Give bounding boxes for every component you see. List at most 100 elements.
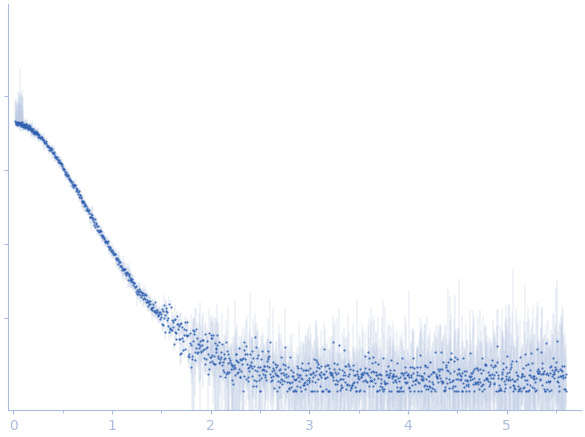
Point bbox=[505, 383, 514, 390]
Point bbox=[525, 372, 535, 379]
Point bbox=[354, 388, 363, 395]
Point bbox=[124, 272, 133, 279]
Point bbox=[250, 334, 260, 341]
Point bbox=[77, 198, 87, 205]
Point bbox=[353, 373, 363, 380]
Point bbox=[176, 335, 185, 342]
Point bbox=[290, 377, 300, 384]
Point bbox=[104, 243, 113, 250]
Point bbox=[415, 371, 424, 378]
Point bbox=[494, 381, 504, 388]
Point bbox=[302, 371, 311, 378]
Point bbox=[338, 367, 347, 374]
Point bbox=[356, 374, 366, 381]
Point bbox=[533, 369, 542, 376]
Point bbox=[99, 234, 109, 241]
Point bbox=[346, 366, 355, 373]
Point bbox=[426, 383, 435, 390]
Point bbox=[522, 381, 532, 388]
Point bbox=[35, 134, 44, 141]
Point bbox=[20, 124, 29, 131]
Point bbox=[157, 320, 167, 327]
Point bbox=[331, 371, 340, 378]
Point bbox=[390, 377, 400, 384]
Point bbox=[329, 365, 339, 372]
Point bbox=[210, 361, 219, 368]
Point bbox=[303, 367, 312, 374]
Point bbox=[298, 376, 307, 383]
Point bbox=[261, 376, 271, 383]
Point bbox=[555, 372, 565, 379]
Point bbox=[26, 125, 35, 132]
Point bbox=[223, 350, 232, 357]
Point bbox=[24, 124, 33, 131]
Point bbox=[318, 371, 328, 378]
Point bbox=[278, 380, 287, 387]
Point bbox=[109, 251, 119, 258]
Point bbox=[197, 349, 206, 356]
Point bbox=[421, 362, 430, 369]
Point bbox=[204, 365, 214, 372]
Point bbox=[304, 360, 313, 367]
Point bbox=[265, 371, 274, 378]
Point bbox=[273, 377, 283, 384]
Point bbox=[513, 372, 522, 379]
Point bbox=[88, 217, 98, 224]
Point bbox=[515, 354, 525, 361]
Point bbox=[211, 346, 221, 353]
Point bbox=[408, 364, 417, 371]
Point bbox=[184, 353, 193, 360]
Point bbox=[252, 367, 261, 374]
Point bbox=[500, 384, 510, 391]
Point bbox=[381, 368, 391, 375]
Point bbox=[92, 226, 102, 233]
Point bbox=[423, 385, 432, 392]
Point bbox=[63, 172, 73, 179]
Point bbox=[30, 127, 40, 134]
Point bbox=[68, 180, 77, 187]
Point bbox=[246, 359, 256, 366]
Point bbox=[494, 387, 503, 394]
Point bbox=[97, 232, 106, 239]
Point bbox=[559, 385, 569, 392]
Point bbox=[407, 373, 416, 380]
Point bbox=[430, 387, 439, 394]
Point bbox=[260, 367, 269, 374]
Point bbox=[99, 235, 108, 242]
Point bbox=[272, 362, 281, 369]
Point bbox=[314, 375, 323, 382]
Point bbox=[480, 362, 489, 369]
Point bbox=[354, 375, 363, 382]
Point bbox=[282, 378, 291, 385]
Point bbox=[335, 375, 345, 382]
Point bbox=[344, 381, 353, 388]
Point bbox=[146, 298, 155, 305]
Point bbox=[366, 368, 376, 375]
Point bbox=[273, 388, 282, 395]
Point bbox=[232, 358, 242, 365]
Point bbox=[39, 136, 48, 143]
Point bbox=[452, 355, 462, 362]
Point bbox=[25, 125, 35, 132]
Point bbox=[304, 375, 314, 382]
Point bbox=[245, 367, 254, 374]
Point bbox=[510, 383, 519, 390]
Point bbox=[261, 372, 270, 379]
Point bbox=[307, 388, 316, 395]
Point bbox=[146, 305, 156, 312]
Point bbox=[560, 385, 569, 392]
Point bbox=[301, 367, 311, 374]
Point bbox=[43, 142, 52, 149]
Point bbox=[470, 375, 479, 382]
Point bbox=[270, 361, 280, 368]
Point bbox=[463, 383, 473, 390]
Point bbox=[147, 306, 157, 313]
Point bbox=[394, 378, 404, 385]
Point bbox=[450, 354, 460, 361]
Point bbox=[319, 346, 328, 353]
Point bbox=[222, 368, 232, 375]
Point bbox=[312, 363, 321, 370]
Point bbox=[59, 166, 68, 173]
Point bbox=[400, 378, 410, 385]
Point bbox=[53, 153, 62, 160]
